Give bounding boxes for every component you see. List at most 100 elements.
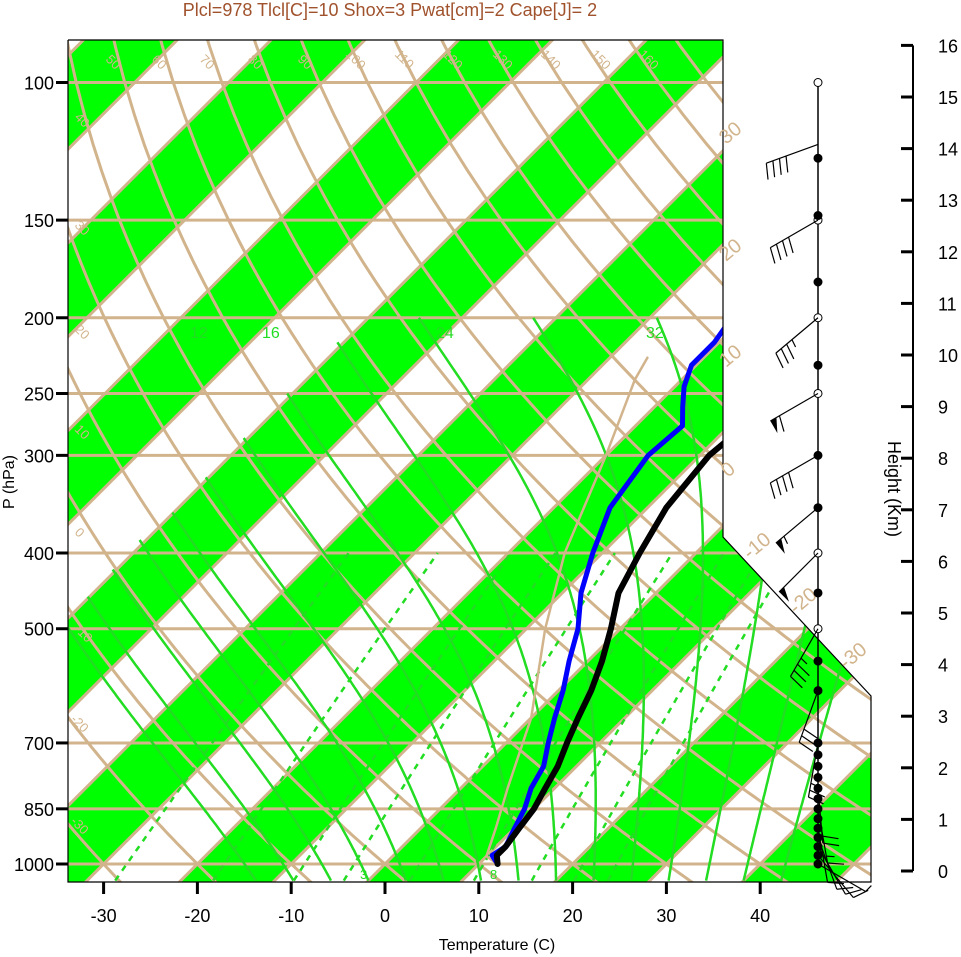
mixing-ratio-labels: 3 8 — [360, 867, 497, 882]
wind-barb — [817, 828, 845, 885]
wind-barb-staff — [770, 392, 819, 422]
height-tick-label: 0 — [938, 862, 948, 882]
wind-barb-full — [827, 881, 845, 885]
wind-barb-full — [775, 479, 782, 496]
mixing-ratio-line — [573, 552, 763, 882]
wind-barb — [807, 742, 825, 805]
wind-barb-full — [781, 475, 788, 492]
wind-barb-full — [808, 796, 824, 805]
wind-barb-full — [786, 343, 795, 360]
temperature-band — [68, 40, 586, 882]
wind-barb-full — [845, 889, 862, 895]
wind-barb-full — [793, 669, 807, 683]
wind-barb-full — [803, 728, 818, 739]
wind-barb-full — [822, 835, 839, 840]
x-tick-label: 10 — [469, 906, 489, 926]
wind-barb-flag — [779, 586, 790, 602]
isotherm-line — [632, 40, 871, 882]
wind-barb — [765, 143, 819, 180]
wind-barb-staff — [770, 454, 819, 484]
wind-barb-full — [836, 886, 854, 890]
isotherm-label: -20 — [68, 712, 92, 736]
x-axis-title: Temperature (C) — [439, 937, 555, 954]
temperature-band — [165, 40, 871, 882]
height-tick-label: 7 — [938, 501, 948, 521]
wind-barb-full — [790, 675, 803, 689]
height-tick-label: 13 — [938, 191, 958, 211]
wind-level-marker — [813, 277, 823, 287]
wind-barb-half — [810, 782, 819, 788]
isotherm-line — [0, 7, 23, 897]
wind-barb-staff — [778, 552, 819, 593]
moist-adiabat-labels: 12 16 24 32 — [190, 325, 664, 342]
wind-barb-half — [783, 536, 789, 544]
y-tick-label: 500 — [24, 620, 54, 640]
plot-frame — [67, 39, 872, 883]
wind-profile — [765, 78, 872, 899]
wind-barb-staff — [817, 863, 866, 893]
dry-adiabat-label: 0 — [717, 458, 740, 482]
wind-barb-staff — [817, 828, 829, 883]
wind-level-marker — [813, 772, 823, 782]
dry-adiabat-line — [68, 40, 329, 882]
wind-barb-full — [781, 240, 788, 257]
height-tick-label: 8 — [938, 449, 948, 469]
parcel-line — [485, 356, 649, 866]
y-tick-label: 700 — [24, 734, 54, 754]
height-tick-label: 16 — [938, 36, 958, 56]
wind-barb-full — [775, 243, 782, 261]
wind-barb — [769, 219, 819, 264]
wind-barb-full — [853, 889, 869, 899]
x-tick-label: 40 — [750, 906, 770, 926]
wind-barb — [798, 690, 819, 753]
dry-adiabat-line — [68, 40, 136, 882]
wind-level-marker — [813, 153, 823, 163]
wind-barb-full — [778, 415, 785, 432]
dry-adiabat-line — [423, 40, 871, 882]
mixing-ratio-label: 8 — [490, 867, 497, 882]
moist-adiabat-line — [779, 317, 871, 881]
height-tick-label: 3 — [938, 707, 948, 727]
dry-adiabat-line — [68, 40, 714, 882]
mixing-ratio-line — [606, 552, 793, 882]
moist-adiabat-line — [336, 341, 558, 881]
wind-barb-full — [769, 247, 776, 264]
temperature-line — [493, 96, 871, 867]
isotherm-label: 0 — [72, 525, 88, 541]
wind-barb — [778, 552, 819, 602]
moist-adiabat-line — [86, 596, 295, 882]
moist-adiabat-label: 32 — [646, 325, 664, 342]
isotherm-line — [68, 40, 869, 882]
moist-adiabat-line — [417, 317, 597, 881]
wind-barb-flag — [770, 417, 778, 434]
dry-adiabat-line — [68, 40, 425, 882]
y-tick-label: 150 — [24, 211, 54, 231]
wind-barb-staff — [775, 507, 819, 544]
y-axis-title: P (hPa) — [1, 455, 18, 509]
x-tick-label: 20 — [563, 906, 583, 926]
dry-adiabat-label: 30 — [715, 118, 746, 149]
dry-adiabat-line — [105, 40, 810, 882]
x-tick-label: -20 — [184, 906, 210, 926]
wind-level-marker — [813, 588, 823, 598]
wind-level-marker — [813, 78, 823, 87]
x-tick-label: -30 — [91, 906, 117, 926]
wind-level-marker — [813, 360, 823, 370]
wind-barb-staff — [789, 628, 819, 677]
wind-barb-half — [791, 339, 797, 348]
wind-barb-staff — [775, 317, 819, 354]
dry-adiabat-line — [68, 40, 521, 882]
temperature-band — [68, 40, 399, 882]
y-tick-label: 250 — [24, 384, 54, 404]
isotherm-line — [68, 40, 775, 882]
wind-barb-full — [809, 789, 825, 798]
temperature-band — [0, 7, 23, 897]
moist-adiabat-line — [138, 539, 370, 882]
height-tick-label: 12 — [938, 243, 958, 263]
height-tick-label: 15 — [938, 88, 958, 108]
wind-level-marker — [813, 761, 823, 771]
wind-barb — [770, 392, 819, 434]
temperature-band — [68, 40, 871, 882]
